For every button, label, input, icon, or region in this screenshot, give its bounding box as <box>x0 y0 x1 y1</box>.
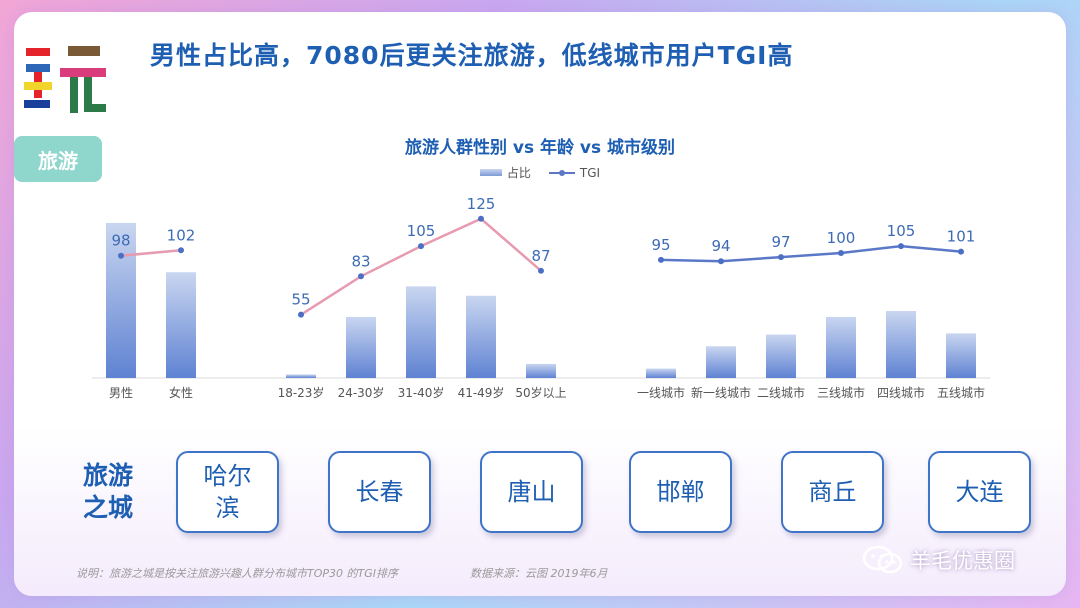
x-tick-label: 50岁以上 <box>515 385 566 400</box>
bar-share <box>826 316 856 378</box>
legend-item-tgi: TGI <box>548 164 601 181</box>
x-tick-label: 一线城市 <box>637 385 685 400</box>
bar-share <box>706 346 736 378</box>
legend-label-share: 占比 <box>506 166 531 180</box>
bar-share <box>286 374 316 378</box>
x-tick-label: 女性 <box>169 385 193 400</box>
tgi-point <box>718 258 724 265</box>
data-source: 数据来源：云图 2019年6月 <box>470 567 608 580</box>
x-tick-label: 31-40岁 <box>398 385 445 400</box>
bar-share <box>106 222 136 378</box>
x-tick-label: 四线城市 <box>877 385 925 400</box>
watermark-text: 羊毛优惠圈 <box>910 549 1015 573</box>
wechat-icon <box>862 545 903 574</box>
tgi-point <box>838 250 844 256</box>
tgi-data-label: 100 <box>827 229 856 247</box>
tgi-data-label: 83 <box>351 252 370 270</box>
chart-legend: 占比 TGI <box>0 164 1080 181</box>
tgi-line <box>120 249 182 257</box>
tgi-data-label: 105 <box>407 222 436 240</box>
chart-title: 旅游人群性别 vs 年龄 vs 城市级别 <box>404 138 676 158</box>
legend-line-swatch <box>548 168 575 178</box>
watermark: 羊毛优惠圈 <box>862 545 1015 575</box>
x-tick-label: 24-30岁 <box>338 385 385 400</box>
tgi-point <box>778 254 784 261</box>
city-card: 邯郸 <box>629 451 732 533</box>
city-card: 大连 <box>928 451 1031 533</box>
x-tick-label: 41-49岁 <box>458 385 505 400</box>
travel-cities-label: 旅游之城 <box>82 461 133 522</box>
tgi-point <box>478 215 484 222</box>
city-card: 商丘 <box>781 451 884 533</box>
bar-share <box>646 368 676 378</box>
tgi-data-label: 94 <box>711 237 730 255</box>
bar-share <box>406 286 436 378</box>
x-tick-label: 三线城市 <box>817 385 865 400</box>
tgi-data-label: 97 <box>771 233 790 251</box>
tgi-data-label: 125 <box>467 195 496 213</box>
bar-share <box>346 316 376 378</box>
tgi-point <box>418 243 424 250</box>
x-tick-label: 男性 <box>109 386 133 400</box>
brand-logo <box>20 30 120 122</box>
x-tick-label: 二线城市 <box>757 385 805 400</box>
bar-share <box>526 363 556 378</box>
city-card: 唐山 <box>480 451 583 533</box>
tgi-data-label: 102 <box>167 226 196 244</box>
bar-share <box>946 333 976 378</box>
page-title: 男性占比高，7080后更关注旅游，低线城市用户TGI高 <box>150 41 794 70</box>
tgi-point <box>298 311 304 318</box>
tgi-point <box>898 243 904 250</box>
bar-share <box>886 311 916 378</box>
x-tick-label: 新一线城市 <box>691 385 751 400</box>
tgi-data-label: 101 <box>947 228 976 246</box>
tgi-data-label: 105 <box>887 222 916 240</box>
x-tick-label: 五线城市 <box>937 385 985 400</box>
tgi-data-label: 95 <box>651 236 670 254</box>
category-badge: 旅游 <box>14 136 102 182</box>
tgi-point <box>958 248 964 255</box>
tgi-point <box>178 247 184 254</box>
city-card: 长春 <box>328 451 431 533</box>
footnote: 说明：旅游之城是按关注旅游兴趣人群分布城市TOP30 的TGI排序 <box>76 567 398 580</box>
tgi-point <box>118 252 124 259</box>
tgi-point <box>538 267 544 274</box>
tgi-data-label: 98 <box>111 232 130 250</box>
legend-item-share: 占比 <box>479 164 531 181</box>
bar-share <box>766 334 796 378</box>
tgi-point <box>358 273 364 280</box>
city-card: 哈尔滨 <box>176 451 279 533</box>
bar-share <box>466 295 496 378</box>
tgi-point <box>658 256 664 263</box>
bar-share <box>166 272 196 378</box>
tgi-data-label: 87 <box>531 247 550 265</box>
tgi-data-label: 55 <box>291 291 310 309</box>
tgi-line <box>660 244 962 263</box>
legend-bar-swatch <box>479 169 502 176</box>
x-tick-label: 18-23岁 <box>278 385 325 400</box>
legend-label-tgi: TGI <box>579 165 601 180</box>
